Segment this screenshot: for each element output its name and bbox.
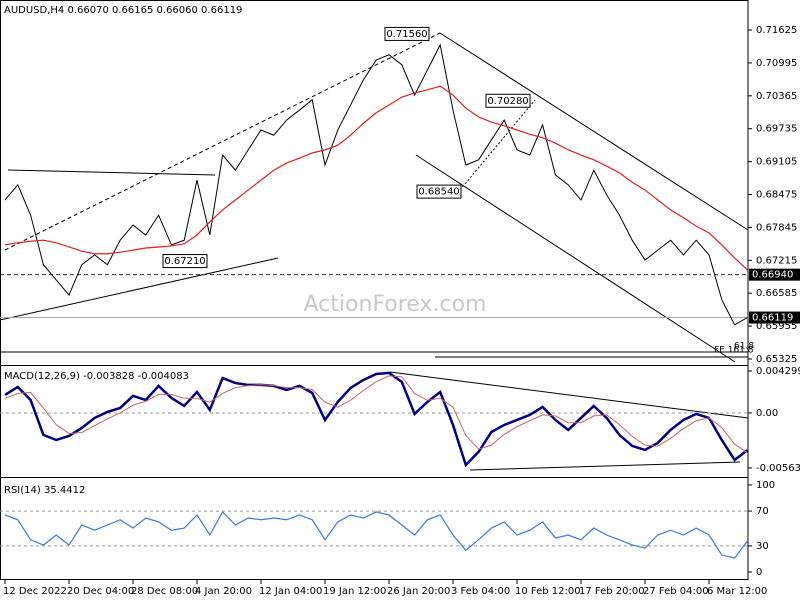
- price-level-label: 0.66119: [752, 313, 793, 324]
- annotation-label: 0.67210: [164, 256, 205, 267]
- y-tick-label: 70: [756, 506, 769, 517]
- x-tick-label: 6 Mar 12:00: [707, 586, 767, 597]
- x-tick-label: 17 Feb 20:00: [579, 586, 645, 597]
- y-tick-label: 30: [756, 541, 769, 552]
- y-tick-label: 0.004299: [756, 366, 800, 377]
- y-tick-label: 0.66585: [756, 288, 797, 299]
- series-line: [4, 43, 748, 326]
- x-tick-label: 3 Feb 04:00: [451, 586, 510, 597]
- annotation-label: 0.70280: [487, 96, 528, 107]
- y-tick-label: 0.65325: [756, 354, 797, 365]
- series-line: [4, 510, 748, 559]
- fib-note: FE 161.8: [714, 346, 754, 356]
- y-tick-label: 100: [756, 480, 775, 491]
- panel-title: MACD(12,26,9) -0.003828 -0.004083: [4, 371, 189, 382]
- x-tick-label: 20 Dec 04:00: [67, 586, 134, 597]
- y-tick-label: 0.68475: [756, 190, 797, 201]
- plot-frame: [0, 0, 749, 580]
- trend-lines: [0, 32, 749, 471]
- series-line: [4, 85, 748, 271]
- fib-note: 61.8: [734, 342, 754, 352]
- y-tick-label: -0.005636: [756, 463, 800, 474]
- y-tick-label: 0.70995: [756, 58, 797, 69]
- annotation-box: [384, 26, 430, 41]
- x-tick-label: 26 Jan 20:00: [387, 586, 450, 597]
- annotation-box: [162, 254, 208, 269]
- panel-title: AUDUSD,H4 0.66070 0.66165 0.66060 0.6611…: [4, 5, 242, 16]
- x-tick-label: 12 Dec 2022: [3, 586, 67, 597]
- x-tick-label: 10 Feb 12:00: [515, 586, 581, 597]
- y-tick-label: 0.69105: [756, 157, 797, 168]
- y-tick-label: 0.70365: [756, 91, 797, 102]
- annotation-label: 0.68540: [418, 187, 459, 198]
- watermark: ActionForex.com: [304, 292, 487, 317]
- x-tick-label: 28 Dec 08:00: [131, 586, 198, 597]
- price-level-label: 0.66940: [752, 270, 793, 281]
- price-level-box: [749, 311, 800, 324]
- x-tick-label: 12 Jan 04:00: [259, 586, 322, 597]
- annotation-box: [485, 93, 531, 108]
- y-tick-label: 0.67215: [756, 255, 797, 266]
- y-tick-label: 0: [756, 567, 762, 578]
- y-tick-label: 0.69735: [756, 124, 797, 135]
- series-line: [4, 375, 748, 454]
- price-level-box: [749, 268, 800, 281]
- panel-title: RSI(14) 35.4412: [4, 485, 85, 496]
- x-tick-label: 27 Feb 04:00: [643, 586, 709, 597]
- x-tick-label: 4 Jan 20:00: [195, 586, 252, 597]
- annotation-label: 0.71560: [386, 29, 427, 40]
- y-tick-label: 0.67845: [756, 222, 797, 233]
- x-tick-label: 19 Jan 12:00: [323, 586, 386, 597]
- y-tick-label: 0.71625: [756, 25, 797, 36]
- y-tick-label: 0.00: [756, 408, 778, 419]
- annotation-box: [416, 184, 462, 199]
- y-tick-label: 0.65955: [756, 321, 797, 332]
- series-line: [4, 371, 749, 468]
